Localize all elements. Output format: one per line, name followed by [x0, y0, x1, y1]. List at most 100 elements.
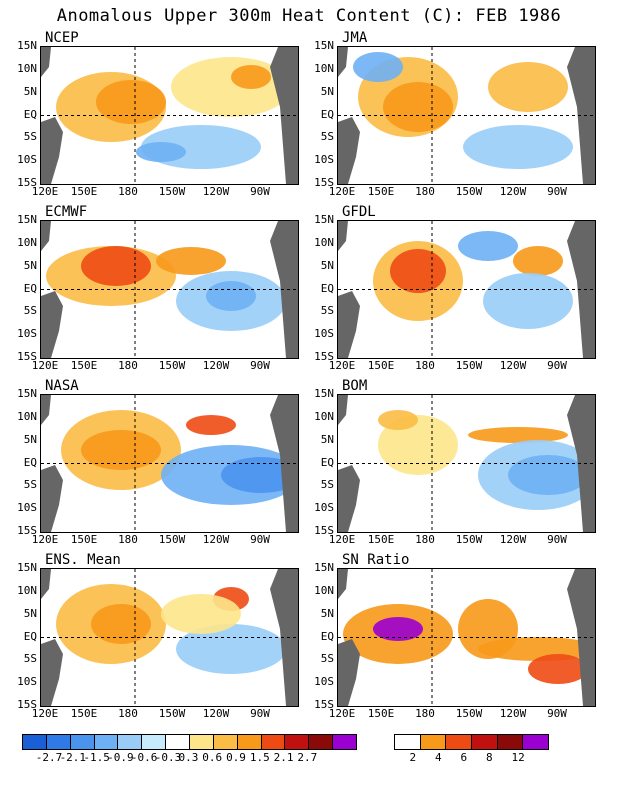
colorbar-label: -2.7	[35, 751, 63, 764]
lat-label: 15N	[17, 387, 37, 400]
lat-label: 5S	[320, 304, 334, 318]
anomaly-contour	[390, 249, 446, 293]
lon-label: 120E	[328, 533, 356, 546]
lon-label: 90W	[250, 707, 270, 720]
lon-label: 120E	[328, 359, 356, 372]
lat-label: EQ	[23, 107, 37, 121]
map-panel	[40, 568, 299, 707]
colorbar-swatch	[472, 735, 498, 749]
anomaly-contour	[468, 427, 568, 443]
lon-label: 150E	[367, 185, 395, 198]
lat-label: 5S	[23, 304, 37, 318]
land-new-guinea	[338, 291, 360, 358]
colorbar-label: 0.6	[202, 751, 223, 764]
colorbar-swatch	[420, 735, 447, 749]
field-map	[41, 47, 298, 184]
lon-label: 180	[415, 359, 435, 372]
lat-label: 10N	[314, 235, 334, 249]
colorbar-label: -1.5	[83, 751, 110, 764]
colorbar-swatch	[395, 735, 421, 749]
anomaly-contour	[353, 52, 403, 82]
colorbar-swatch	[497, 735, 524, 749]
colorbar-swatch	[46, 735, 71, 749]
lon-label: 150W	[455, 359, 483, 372]
lat-label: 15S	[314, 350, 334, 363]
lat-label: 10S	[314, 327, 334, 341]
colorbar-swatch	[118, 735, 143, 749]
colorbar-label: -0.6	[130, 751, 158, 764]
anomaly-contour	[231, 65, 271, 89]
map-panel	[337, 394, 596, 533]
lon-label: 150W	[455, 707, 483, 720]
colorbar-label: 0.9	[226, 751, 246, 764]
lat-label: 15S	[17, 698, 37, 711]
lat-label: 10S	[17, 153, 37, 167]
land-new-guinea	[41, 465, 63, 532]
lon-label: 90W	[547, 359, 567, 372]
land-philippines	[41, 221, 51, 251]
panel-title: NASA	[45, 378, 79, 394]
anomaly-contour	[378, 410, 418, 430]
lat-label: 5N	[23, 606, 37, 620]
lat-label: 15N	[17, 213, 37, 226]
map-panel	[40, 46, 299, 185]
lat-label: 15S	[17, 350, 37, 363]
colorbar-swatch	[309, 735, 334, 749]
anomaly-contour	[161, 594, 241, 634]
anomaly-contour	[81, 246, 151, 286]
land-philippines	[338, 47, 348, 77]
colorbar-swatch	[285, 735, 310, 749]
lon-label: 90W	[547, 707, 567, 720]
colorbar-label: -0.9	[107, 751, 134, 764]
map-panel	[40, 394, 299, 533]
lat-label: 5S	[23, 478, 37, 492]
lon-label: 120E	[31, 707, 59, 720]
lon-label: 150E	[70, 533, 98, 546]
panel-title: JMA	[342, 30, 368, 46]
panel-title: NCEP	[45, 30, 79, 46]
lat-label: 15N	[17, 561, 37, 574]
colorbar-swatch	[237, 735, 262, 749]
lon-label: 120W	[202, 359, 230, 372]
anomaly-contour	[81, 430, 161, 470]
anomaly-contour	[373, 617, 423, 641]
panel-title: SN Ratio	[342, 552, 410, 568]
lat-label: 15S	[314, 698, 334, 711]
lat-label: 5N	[320, 432, 334, 446]
lat-label: 10N	[17, 61, 37, 75]
colorbar-label: 12	[511, 751, 525, 764]
lon-label: 120E	[31, 359, 59, 372]
lon-label: 120W	[202, 533, 230, 546]
map-panel	[337, 220, 596, 359]
map-panel	[40, 220, 299, 359]
lon-label: 150E	[70, 185, 98, 198]
colorbar-swatch	[142, 735, 167, 749]
colorbar-swatch	[23, 735, 47, 749]
anomaly-contour	[528, 654, 588, 684]
lon-label: 120W	[499, 707, 527, 720]
lon-label: 150E	[367, 533, 395, 546]
field-map	[338, 47, 595, 184]
anomaly-contour	[206, 281, 256, 311]
anomaly-contour	[488, 62, 568, 112]
colorbar-swatch	[523, 735, 549, 749]
anomaly-contour	[458, 231, 518, 261]
land-philippines	[338, 395, 348, 425]
colorbar-label: 0.3	[178, 751, 199, 764]
anomaly-contour	[383, 82, 453, 132]
lon-label: 150W	[158, 185, 186, 198]
anomaly-contour	[136, 142, 186, 162]
field-map	[41, 221, 298, 358]
lon-label: 150E	[367, 707, 395, 720]
colorbar-swatch	[70, 735, 95, 749]
lat-label: 15N	[314, 213, 334, 226]
land-philippines	[41, 569, 51, 599]
lat-label: EQ	[320, 455, 334, 469]
land-new-guinea	[338, 117, 360, 184]
lon-label: 180	[118, 359, 138, 372]
panel-title: GFDL	[342, 204, 376, 220]
lat-label: 5N	[23, 84, 37, 98]
lat-label: 5S	[23, 652, 37, 666]
lon-label: 90W	[250, 185, 270, 198]
lat-label: 5N	[320, 258, 334, 272]
